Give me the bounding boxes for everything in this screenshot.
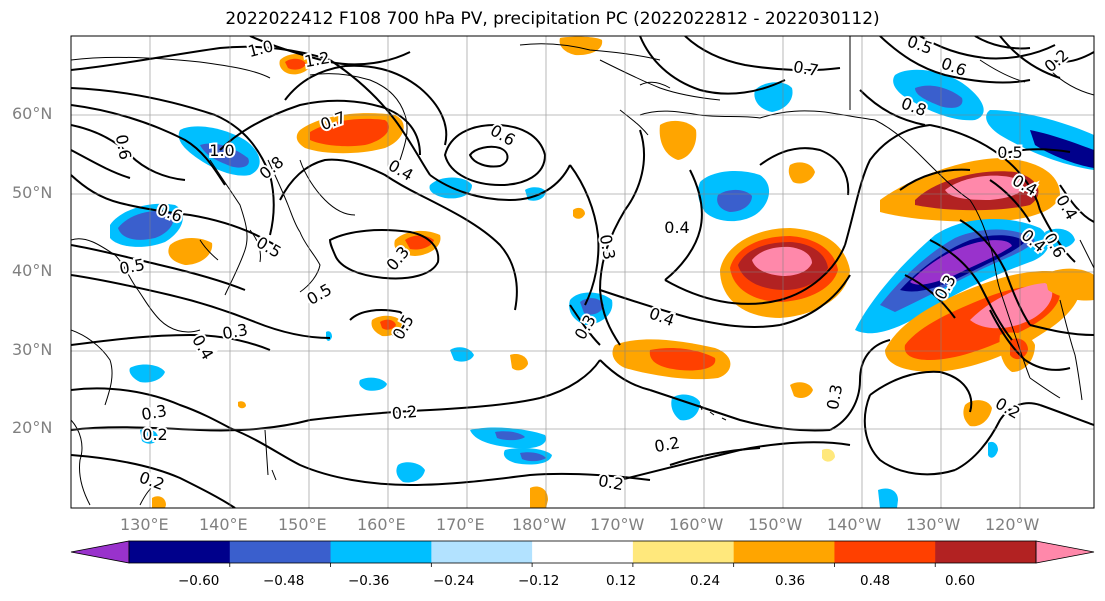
lat-label-40n: 40°N bbox=[12, 261, 53, 280]
colorbar-segment bbox=[229, 541, 332, 563]
colorbar-tick-label: 0.60 bbox=[945, 573, 976, 589]
pv-contour-label: 0.5 bbox=[997, 143, 1022, 162]
lon-label-160e: 160°E bbox=[357, 515, 406, 534]
lon-label-130w: 130°W bbox=[906, 515, 961, 534]
lon-label-120w: 120°W bbox=[985, 515, 1040, 534]
colorbar-segment bbox=[733, 541, 835, 563]
lon-label-130e: 130°E bbox=[120, 515, 169, 534]
pv-contour-label: 1.2 bbox=[303, 48, 331, 71]
colorbar-segment bbox=[935, 541, 1037, 563]
colorbar-segment bbox=[330, 541, 432, 563]
lon-label-150e: 150°E bbox=[278, 515, 327, 534]
colorbar-segment bbox=[834, 541, 936, 563]
colorbar-frame bbox=[128, 540, 1037, 564]
map-title: 2022022412 F108 700 hPa PV, precipitatio… bbox=[225, 9, 880, 29]
colorbar-tick-label: 0.24 bbox=[690, 573, 721, 589]
colorbar-segment bbox=[632, 541, 735, 563]
pv-contours bbox=[71, 36, 1094, 508]
colorbar-tick-label: 0.48 bbox=[860, 573, 891, 589]
pv-contour-label: 0.2 bbox=[142, 425, 167, 444]
lat-label-20n: 20°N bbox=[12, 418, 53, 437]
colorbar-tick-label: 0.12 bbox=[606, 573, 637, 589]
colorbar-tick-label: −0.12 bbox=[518, 573, 560, 589]
colorbar-tick-label: −0.48 bbox=[263, 573, 305, 589]
colorbar bbox=[70, 540, 1095, 567]
colorbar-tick-label: −0.60 bbox=[178, 573, 220, 589]
lon-label-170w: 170°W bbox=[590, 515, 645, 534]
colorbar-extend-low bbox=[70, 540, 130, 564]
lon-label-140e: 140°E bbox=[199, 515, 248, 534]
lon-label-150w: 150°W bbox=[748, 515, 803, 534]
lon-label-140w: 140°W bbox=[827, 515, 882, 534]
colorbar-segment bbox=[129, 541, 231, 563]
colorbar-tick-label: −0.24 bbox=[433, 573, 475, 589]
pv-contour-label: 1.0 bbox=[209, 141, 234, 160]
lon-label-180w: 180°W bbox=[512, 515, 567, 534]
lon-label-170e: 170°E bbox=[436, 515, 485, 534]
lat-label-30n: 30°N bbox=[12, 340, 53, 359]
pv-contour-label: 0.3 bbox=[596, 233, 619, 261]
lat-label-50n: 50°N bbox=[12, 183, 53, 202]
colorbar-tick-label: −0.36 bbox=[348, 573, 390, 589]
colorbar-tick-label: 0.36 bbox=[775, 573, 806, 589]
colorbar-segment bbox=[532, 541, 634, 563]
colorbar-segment bbox=[431, 541, 533, 563]
colorbar-extend-high bbox=[1035, 540, 1095, 564]
plot-frame bbox=[70, 35, 1095, 509]
pv-contour-label: 0.2 bbox=[391, 402, 418, 423]
coastlines bbox=[71, 36, 1094, 506]
lon-label-160w: 160°W bbox=[669, 515, 724, 534]
gridlines bbox=[71, 36, 1094, 508]
pv-contour-label: 0.4 bbox=[664, 218, 689, 237]
lat-label-60n: 60°N bbox=[12, 104, 53, 123]
